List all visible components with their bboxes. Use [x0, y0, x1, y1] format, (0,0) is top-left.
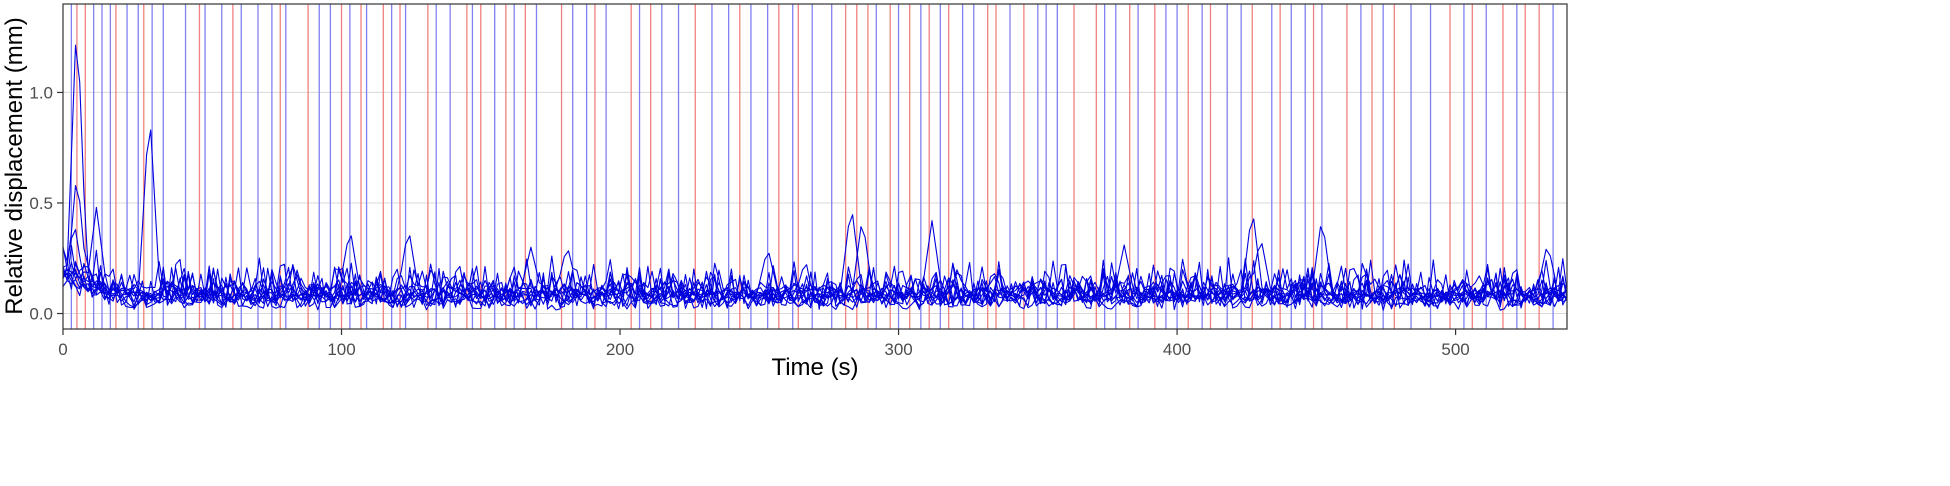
x-axis-title: Time (s) — [771, 354, 858, 381]
plot-background — [63, 4, 1567, 329]
x-tick-label-4: 400 — [1163, 340, 1191, 359]
x-tick-label-5: 500 — [1441, 340, 1469, 359]
series-line-9 — [62, 226, 1568, 309]
series-line-12 — [62, 226, 1568, 309]
y-tick-label-0: 0.0 — [29, 305, 53, 324]
series-layer — [62, 44, 1568, 311]
x-tick-label-3: 300 — [884, 340, 912, 359]
x-tick-label-0: 0 — [58, 340, 67, 359]
y-tick-label-1: 0.5 — [29, 194, 53, 213]
y-tick-label-2: 1.0 — [29, 83, 53, 102]
plot-frame — [62, 3, 1568, 330]
event-lines-layer — [70, 4, 1554, 329]
x-tick-label-2: 200 — [606, 340, 634, 359]
x-tick-label-1: 100 — [327, 340, 355, 359]
axis-layer: 0 100 200 300 400 500 0.0 0.5 1.0 — [29, 83, 1469, 359]
grid-layer — [63, 91, 1567, 315]
y-axis-title: Relative displacement (mm) — [1, 17, 28, 314]
